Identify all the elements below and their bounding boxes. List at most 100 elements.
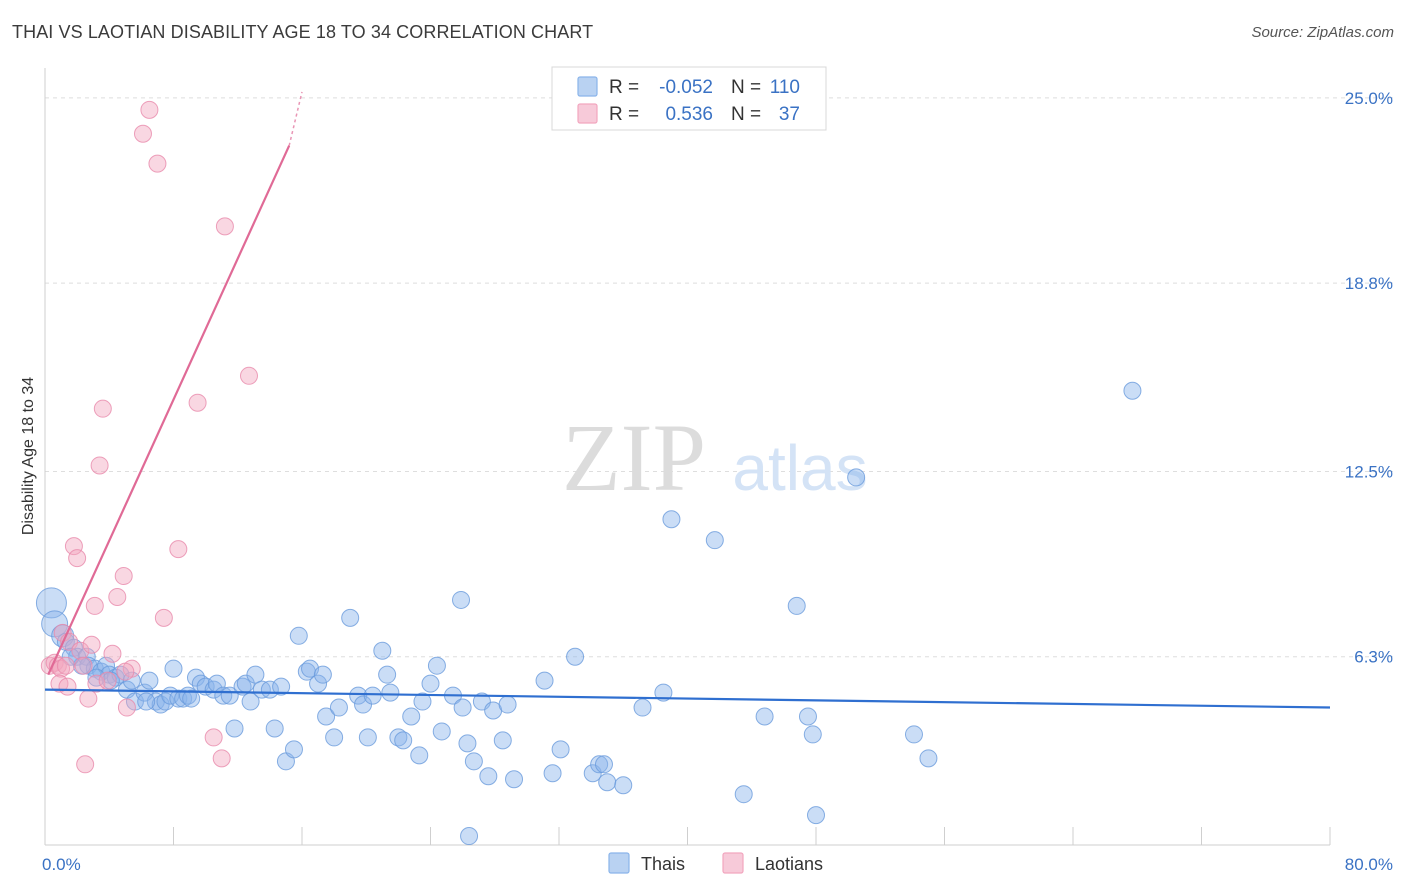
x-tick-label-max: 80.0% [1345,855,1393,874]
thais-point [140,671,159,690]
watermark-atlas: atlas [732,432,867,504]
thais-point [61,647,80,666]
thais-point [535,671,554,690]
thais-point [734,785,753,804]
legend-swatch-thais [577,76,598,97]
thais-point [458,734,477,753]
watermark: ZIP atlas [562,404,868,511]
thais-point [151,695,170,714]
y-tick-label: 12.5% [1345,462,1393,481]
thais-point [551,740,570,759]
bottom-legend: Thais Laotians [608,852,823,874]
laotians-point [215,217,234,236]
thais-point [705,531,724,550]
laotians-point [68,549,87,568]
thais-point [309,674,328,693]
y-axis-label: Disability Age 18 to 34 [20,377,37,535]
thais-point [349,686,368,705]
laotians-point [58,677,77,696]
thais-point [594,755,613,774]
thais-point [313,665,332,684]
thais-point [755,707,774,726]
laotians-point [76,755,95,774]
thais-point [87,668,106,687]
laotians-point [204,728,223,747]
thais-trend-line [44,688,1331,709]
laotians-point [79,689,98,708]
laotians-point [93,399,112,418]
laotians-point [188,393,207,412]
thais-point [137,692,156,711]
thais-point [402,707,421,726]
laotians-point [239,366,258,385]
thais-point [432,722,451,741]
thais-point [543,764,562,783]
thais-point [919,749,938,768]
thais-point [493,731,512,750]
laotians-point [82,635,101,654]
thais-point [358,728,377,747]
trend-lines [44,91,1331,709]
y-tick-label: 25.0% [1345,89,1393,108]
legend-n-value: 110 [770,77,800,98]
laotians-point [133,124,152,143]
thais-point [373,641,392,660]
watermark-zip: ZIP [562,404,706,511]
thais-point [847,468,866,487]
thais-point [662,510,681,529]
thais-point [590,755,609,774]
laotians-point [56,656,75,675]
laotians-point [116,662,135,681]
legend-swatch-laotians [577,103,598,124]
thais-point [505,770,524,789]
thais-point [413,692,432,711]
thais-point [164,659,183,678]
thais-point [787,596,806,615]
y-tick-label: 6.3% [1354,648,1393,667]
laotians-point [108,587,127,606]
thais-point [807,806,825,825]
thais-point [35,587,67,619]
thais-point [427,656,446,675]
x-tick-label-min: 0.0% [42,855,81,874]
thais-point [453,698,472,717]
thais-point [460,827,479,846]
thais-point [498,695,517,714]
thais-point [479,767,498,786]
thais-point [289,626,308,645]
thais-point [798,707,817,726]
thais-point [654,683,673,702]
bottom-legend-swatch-thais [608,852,630,874]
legend-r-label: R = [609,77,639,98]
laotians-point [117,698,136,717]
data-points [35,100,1142,846]
laotians-point [154,608,173,627]
thais-point [204,680,223,699]
thais-point [246,665,265,684]
thais-point [265,719,284,738]
thais-point [598,773,617,792]
thais-point [325,728,344,747]
thais-point [354,695,373,714]
thais-point [341,608,360,627]
legend-r-value: 0.536 [665,104,713,125]
laotians-point [87,674,106,693]
laotians-point [169,540,188,559]
thais-point [614,776,633,795]
thais-point [452,590,471,609]
legend-r-label: R = [609,104,639,125]
legend-n-label: N = [731,77,761,98]
legend-box [551,66,827,131]
chart-source: Source: ZipAtlas.com [1251,24,1394,41]
bottom-legend-swatch-laotians [722,852,744,874]
thais-point [633,698,652,717]
thais-point [233,677,252,696]
thais-point [272,677,291,696]
legend-n-label: N = [731,104,761,125]
thais-point [904,725,923,744]
laotians-point [212,749,231,768]
thais-point [389,728,408,747]
laotians-trend-extension [288,91,303,146]
laotians-point [148,154,167,173]
